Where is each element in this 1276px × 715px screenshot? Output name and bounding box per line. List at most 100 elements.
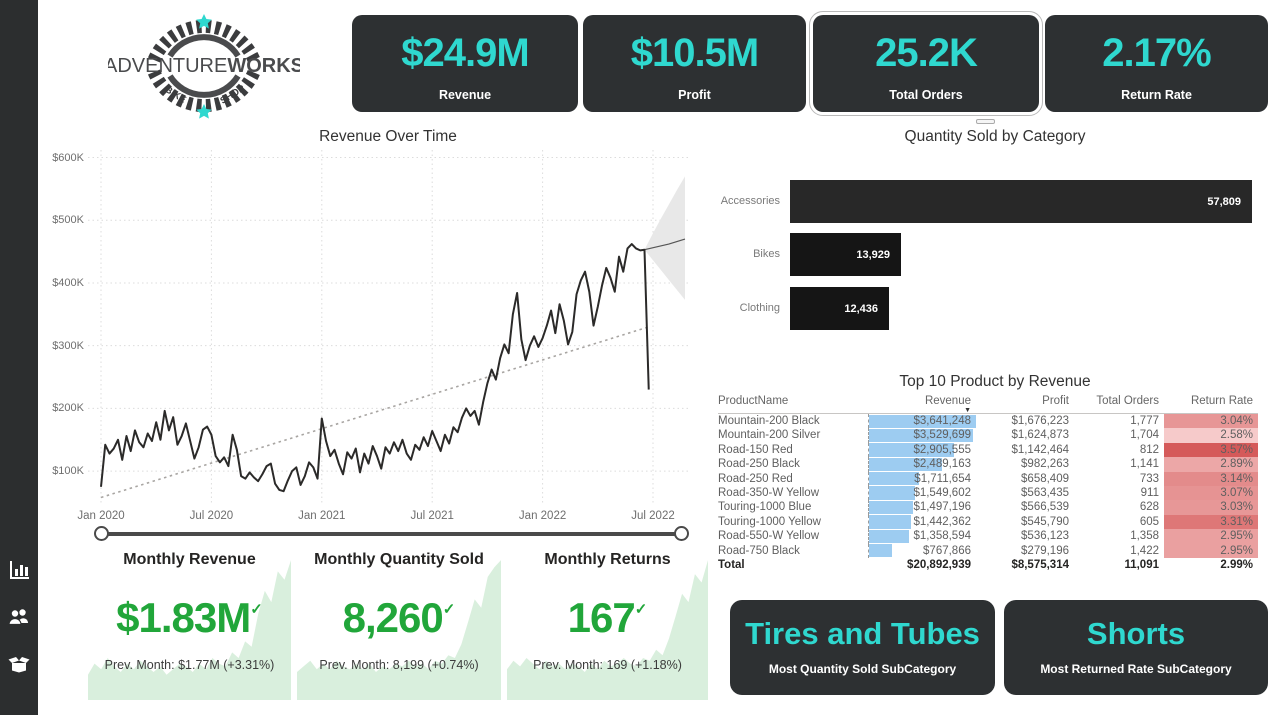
- kpi-card-profit[interactable]: $10.5M Profit: [583, 15, 806, 112]
- slider-handle-start[interactable]: [94, 526, 109, 541]
- kpi-label: Profit: [678, 88, 711, 102]
- y-axis-label: $600K: [52, 151, 84, 164]
- monthly-card-title: Monthly Quantity Sold: [314, 551, 484, 568]
- profit-cell: $658,409: [1021, 472, 1069, 485]
- revenue-chart-title: Revenue Over Time: [319, 128, 457, 145]
- revenue-cell: $3,641,248: [868, 414, 976, 429]
- revenue-databar: [869, 457, 943, 472]
- revenue-cell: $767,866: [868, 543, 976, 558]
- orders-cell: 628: [1139, 501, 1159, 514]
- table-row[interactable]: Road-350-W Yellow $1,549,602 $563,435 911 3.…: [718, 485, 1258, 501]
- product-name-cell: Touring-1000 Yellow: [718, 515, 821, 528]
- revenue-cell: $1,442,362: [868, 514, 976, 530]
- product-name-cell: Touring-1000 Blue: [718, 501, 812, 514]
- profit-cell: $279,196: [1021, 544, 1069, 557]
- subcategory-card-1[interactable]: Tires and Tubes Most Quantity Sold SubCat…: [730, 600, 995, 695]
- monthly-card-3: Monthly Returns 167✓ Prev. Month: 169 (+1.…: [507, 548, 708, 700]
- adventureworks-logo: ADVENTUREWORKS BIKE SHOP: [104, 4, 304, 128]
- y-axis-label: $300K: [52, 339, 84, 352]
- revenue-databar: [869, 515, 912, 529]
- table-row[interactable]: Road-550-W Yellow $1,358,594 $536,123 1,358…: [718, 529, 1258, 544]
- product-name-cell: Mountain-200 Black: [718, 415, 820, 427]
- orders-cell: 605: [1139, 515, 1159, 528]
- orders-cell: 911: [1140, 486, 1159, 499]
- table-row[interactable]: Road-150 Red $2,905,555 $1,142,464 812 3.57%: [718, 442, 1258, 458]
- monthly-card-prev: Prev. Month: $1.77M (+3.31%): [104, 658, 275, 672]
- revenue-databar: [869, 428, 973, 443]
- revenue-databar: [869, 500, 913, 515]
- table-title: Top 10 Product by Revenue: [899, 373, 1091, 390]
- x-axis-label: Jul 2021: [410, 510, 454, 522]
- table-row[interactable]: Touring-1000 Yellow $1,442,362 $545,790 605…: [718, 514, 1258, 530]
- bar-chart-icon[interactable]: [7, 558, 31, 582]
- col-header-productname[interactable]: ProductName: [718, 395, 789, 407]
- top10-products-table: ProductName Revenue ▼ Profit Total Orders…: [718, 394, 1258, 572]
- col-header-return-rate[interactable]: Return Rate: [1190, 395, 1253, 407]
- product-name-cell: Road-250 Black: [718, 458, 800, 471]
- forecast-confidence-band: [644, 176, 685, 300]
- visual-resize-handle[interactable]: [976, 119, 995, 124]
- revenue-line-chart[interactable]: [88, 150, 688, 505]
- col-header-revenue[interactable]: Revenue ▼: [868, 394, 976, 413]
- goal-check-icon: ✓: [442, 601, 456, 618]
- users-icon[interactable]: [7, 605, 31, 629]
- kpi-value: 25.2K: [875, 31, 978, 75]
- kpi-label: Total Orders: [889, 88, 963, 102]
- return-rate-cell: 3.07%: [1164, 485, 1258, 501]
- orders-cell: 733: [1139, 472, 1159, 485]
- kpi-label: Revenue: [438, 88, 492, 102]
- product-name-cell: Road-250 Red: [718, 472, 793, 485]
- revenue-series-line: [100, 243, 650, 493]
- revenue-cell: $1,358,594: [868, 529, 976, 544]
- return-rate-cell: 2.58%: [1164, 428, 1258, 443]
- table-row[interactable]: Touring-1000 Blue $1,497,196 $566,539 628 3.…: [718, 500, 1258, 515]
- monthly-card-title: Monthly Revenue: [123, 551, 256, 568]
- table-row[interactable]: Road-250 Red $1,711,654 $658,409 733 3.14%: [718, 471, 1258, 486]
- kpi-card-return-rate[interactable]: 2.17% Return Rate: [1045, 15, 1268, 112]
- time-range-slider[interactable]: [94, 526, 689, 541]
- table-row[interactable]: Mountain-200 Black $3,641,248 $1,676,223 1,…: [718, 414, 1258, 429]
- subcategory-value: Tires and Tubes: [745, 616, 980, 651]
- category-bar-accessories[interactable]: 57,809: [790, 180, 1252, 223]
- table-total-row: Total $20,892,939 $8,575,314 11,091 2.99…: [718, 558, 1253, 571]
- x-axis-label: Jan 2020: [77, 510, 125, 522]
- orders-cell: 1,358: [1130, 530, 1159, 543]
- kpi-card-revenue[interactable]: $24.9M Revenue: [352, 15, 578, 112]
- logo-star-top-icon: [196, 14, 212, 29]
- revenue-databar: [869, 486, 915, 500]
- trend-line: [100, 326, 649, 499]
- table-row[interactable]: Mountain-200 Silver $3,529,699 $1,624,873 1…: [718, 428, 1258, 443]
- revenue-cell: $1,549,602: [868, 485, 976, 501]
- category-value-label: 13,929: [856, 248, 890, 261]
- col-header-total-orders[interactable]: Total Orders: [1096, 395, 1159, 407]
- x-axis-label: Jul 2022: [631, 510, 675, 522]
- x-axis-label: Jan 2022: [518, 510, 567, 522]
- product-name-cell: Mountain-200 Silver: [718, 429, 821, 442]
- subcategory-card-2[interactable]: Shorts Most Returned Rate SubCategory: [1004, 600, 1268, 695]
- profit-cell: $563,435: [1021, 486, 1069, 499]
- revenue-cell: $1,711,654: [868, 471, 976, 486]
- return-rate-cell: 3.31%: [1164, 514, 1258, 530]
- category-bar-clothing[interactable]: 12,436: [790, 287, 889, 330]
- monthly-card-prev: Prev. Month: 8,199 (+0.74%): [319, 658, 479, 672]
- goal-check-icon: ✓: [634, 601, 648, 618]
- return-rate-cell: 3.03%: [1164, 500, 1258, 515]
- package-icon[interactable]: [7, 652, 31, 676]
- kpi-card-total-orders[interactable]: 25.2K Total Orders: [809, 11, 1043, 116]
- profit-cell: $1,142,464: [1011, 443, 1069, 456]
- slider-handle-end[interactable]: [674, 526, 689, 541]
- category-value-label: 12,436: [844, 302, 878, 315]
- category-label: Bikes: [753, 248, 780, 260]
- monthly-card-title: Monthly Returns: [544, 551, 671, 568]
- table-row[interactable]: Road-750 Black $767,866 $279,196 1,422 2.95%: [718, 543, 1258, 558]
- monthly-card-value: 8,260✓: [342, 594, 456, 641]
- goal-check-icon: ✓: [250, 601, 263, 618]
- product-name-cell: Road-750 Black: [718, 544, 800, 557]
- table-row[interactable]: Road-250 Black $2,489,163 $982,263 1,141 2.8…: [718, 457, 1258, 472]
- revenue-databar: [869, 544, 892, 558]
- revenue-cell: $2,489,163: [868, 457, 976, 472]
- kpi-value: 2.17%: [1102, 31, 1211, 75]
- x-axis-label: Jul 2020: [189, 510, 234, 522]
- category-bar-bikes[interactable]: 13,929: [790, 233, 901, 276]
- col-header-profit[interactable]: Profit: [1042, 395, 1069, 407]
